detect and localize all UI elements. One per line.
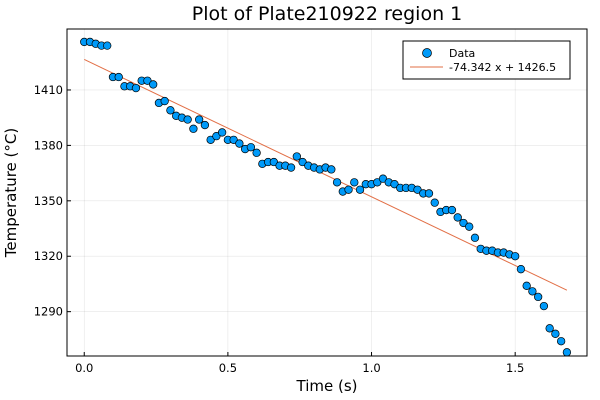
data-point — [183, 115, 192, 124]
x-tick-label: 0.0 — [75, 361, 93, 375]
data-point — [528, 287, 537, 296]
data-point — [465, 222, 474, 231]
data-point — [149, 80, 158, 89]
data-point — [166, 106, 175, 115]
data-point — [103, 41, 112, 50]
y-tick-label: 1290 — [34, 305, 63, 319]
data-point — [545, 324, 554, 333]
y-tick-label: 1350 — [34, 194, 63, 208]
data-point — [114, 72, 123, 82]
data-point — [522, 281, 531, 290]
data-point — [378, 174, 388, 183]
y-tick-label: 1380 — [34, 138, 63, 152]
data-point — [217, 128, 227, 137]
data-point — [539, 301, 549, 311]
data-point — [200, 120, 210, 130]
fit-line-layer — [84, 59, 568, 291]
data-point — [160, 96, 169, 106]
data-point — [447, 205, 457, 215]
plot-frame — [66, 28, 588, 357]
data-point — [551, 329, 560, 338]
data-point — [189, 124, 198, 133]
scatter-points-layer — [80, 37, 572, 357]
data-point — [327, 165, 336, 174]
x-tick-label: 0.5 — [219, 361, 237, 375]
data-point — [292, 152, 301, 161]
x-tick-label: 1.0 — [362, 361, 380, 375]
data-point — [516, 265, 526, 274]
data-point — [246, 143, 256, 152]
data-point — [534, 292, 543, 302]
chart-title: Plot of Plate210922 region 1 — [192, 3, 463, 25]
data-point — [269, 157, 279, 167]
y-tick-label: 1410 — [34, 83, 63, 97]
data-point — [350, 178, 359, 187]
data-point — [562, 348, 572, 357]
legend: Data -74.342 x + 1426.5 — [402, 40, 571, 80]
legend-box — [402, 40, 571, 80]
data-point — [143, 76, 152, 85]
data-point — [206, 135, 215, 144]
legend-marker-data — [422, 48, 432, 58]
legend-label-data: Data — [449, 47, 475, 60]
data-point — [298, 157, 307, 167]
data-point — [424, 189, 434, 198]
data-point — [430, 198, 439, 207]
data-point — [459, 218, 468, 228]
x-axis-label: Time (s) — [296, 377, 358, 395]
data-point — [556, 337, 566, 346]
data-point — [344, 185, 353, 194]
y-tick-label: 1320 — [34, 249, 63, 263]
data-point — [390, 180, 399, 189]
data-point — [229, 135, 238, 144]
data-point — [131, 83, 141, 93]
data-point — [511, 252, 520, 261]
data-point — [355, 185, 365, 194]
x-tick-label: 1.5 — [506, 361, 524, 375]
axis-ticks: 0.0 0.5 1.0 1.5 1290 1320 1350 1380 1410 — [34, 83, 525, 375]
data-point — [453, 213, 462, 222]
data-point — [413, 185, 422, 194]
grid-lines — [67, 29, 587, 356]
data-point — [195, 115, 204, 124]
data-point — [470, 233, 480, 242]
data-point — [286, 163, 296, 172]
data-point — [332, 178, 342, 187]
data-point — [212, 132, 221, 141]
data-point — [252, 148, 261, 157]
fit-line — [84, 59, 568, 291]
legend-label-fit: -74.342 x + 1426.5 — [449, 61, 556, 74]
y-axis-label: Temperature (°C) — [2, 128, 20, 258]
data-point — [373, 178, 382, 187]
data-point — [235, 139, 244, 148]
